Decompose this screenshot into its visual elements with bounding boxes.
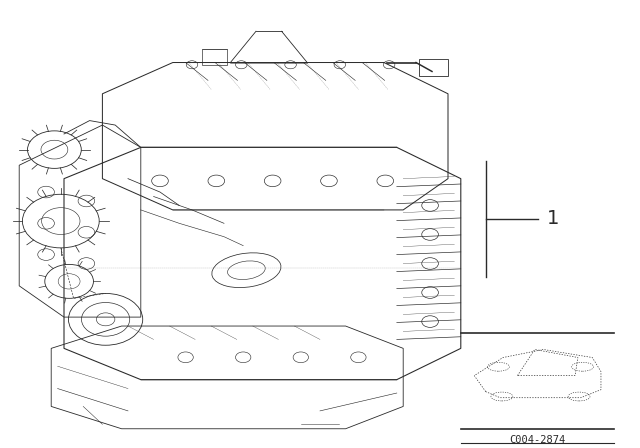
Bar [202, 49, 227, 65]
Text: 1: 1 [547, 209, 559, 228]
Bar [419, 59, 448, 76]
Text: C004-2874: C004-2874 [509, 435, 566, 445]
